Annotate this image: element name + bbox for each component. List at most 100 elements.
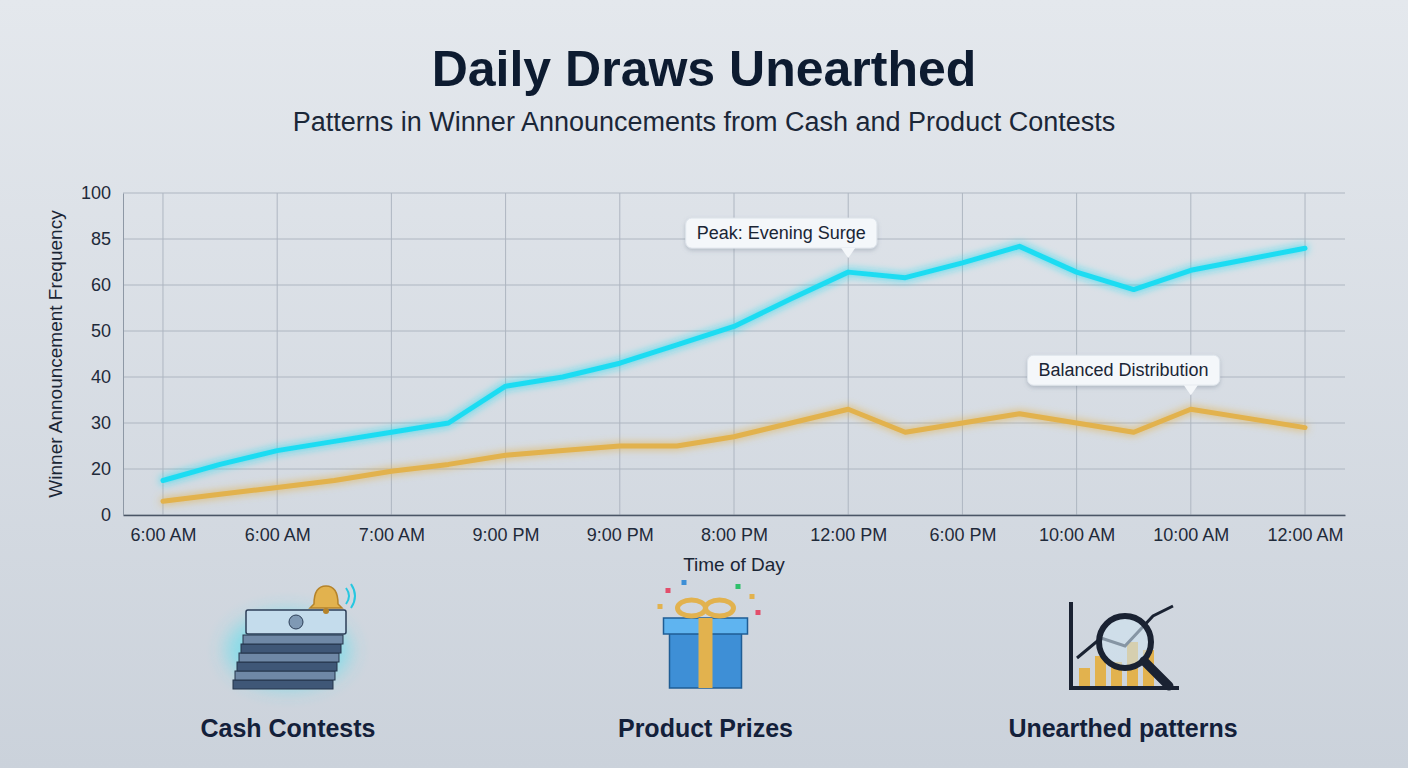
icon-bell — [310, 586, 342, 608]
y-tick: 20 — [91, 459, 123, 479]
y-tick-label: 0 — [101, 505, 111, 525]
icon-confetti — [682, 580, 687, 585]
grid-line-x — [619, 193, 620, 515]
grid-line-x — [277, 193, 278, 515]
y-tick-label: 85 — [91, 229, 111, 249]
y-axis-line — [123, 194, 124, 516]
x-tick-label: 7:00 AM — [359, 525, 425, 545]
annotations: Peak: Evening Surge Balanced Distribution — [686, 218, 1220, 395]
x-tick: 9:00 PM — [587, 515, 654, 545]
grid-line-x — [162, 193, 163, 515]
callout-label: Peak: Evening Surge — [697, 223, 866, 243]
series-line — [163, 246, 1305, 480]
y-tick: 40 — [91, 367, 123, 387]
y-tick: 60 — [91, 275, 123, 295]
callout: Peak: Evening Surge — [686, 218, 877, 258]
grid-line-x — [1190, 193, 1191, 515]
x-tick: 7:00 AM — [359, 515, 425, 545]
callout-pointer — [1184, 385, 1198, 395]
legend: Cash Contests Product Prizes Unearthed pat… — [200, 580, 1237, 742]
icon-bill — [243, 635, 343, 644]
legend-item — [658, 580, 761, 688]
legend-item — [226, 584, 355, 689]
icon-bill — [239, 653, 339, 662]
icon-bill — [233, 680, 333, 689]
icon-bill-top — [246, 610, 346, 634]
grid-line-x — [391, 193, 392, 515]
icon-bill-seal — [289, 615, 303, 629]
y-tick-label: 60 — [91, 275, 111, 295]
x-tick: 12:00 PM — [810, 515, 887, 545]
icon-confetti — [750, 594, 755, 599]
y-tick: 85 — [91, 229, 123, 249]
x-tick: 9:00 PM — [473, 515, 540, 545]
x-tick: 8:00 PM — [701, 515, 768, 545]
x-axis-line — [124, 515, 1346, 517]
x-tick-label: 8:00 PM — [701, 525, 768, 545]
grid — [123, 193, 1345, 515]
y-tick: 0 — [101, 505, 123, 525]
grid-line-x — [962, 193, 963, 515]
icon-confetti — [666, 588, 671, 593]
series-line — [163, 409, 1305, 501]
x-tick-label: 6:00 AM — [130, 525, 196, 545]
icon-confetti — [736, 584, 741, 589]
icon-bow — [706, 600, 734, 616]
x-tick-label: 6:00 PM — [929, 525, 996, 545]
y-tick: 50 — [91, 321, 123, 341]
icon-confetti — [658, 604, 663, 609]
chart-subtitle: Patterns in Winner Announcements from Ca… — [293, 107, 1115, 137]
y-tick-label: 100 — [81, 183, 111, 203]
x-tick-label: 12:00 AM — [1267, 525, 1343, 545]
plot-area — [163, 246, 1305, 501]
icon-bar — [1079, 668, 1090, 686]
x-tick: 12:00 AM — [1267, 515, 1343, 545]
icon-bill — [235, 671, 335, 680]
x-tick: 6:00 AM — [245, 515, 311, 545]
icon-bill — [241, 644, 341, 653]
y-tick-label: 50 — [91, 321, 111, 341]
x-tick: 10:00 AM — [1039, 515, 1115, 545]
x-tick-label: 12:00 PM — [810, 525, 887, 545]
y-tick-label: 30 — [91, 413, 111, 433]
grid-line-x — [1305, 193, 1306, 515]
y-tick-label: 40 — [91, 367, 111, 387]
chart-title: Daily Draws Unearthed — [432, 41, 977, 97]
x-tick-label: 6:00 AM — [245, 525, 311, 545]
y-tick: 30 — [91, 413, 123, 433]
legend-label: Unearthed patterns — [1008, 714, 1237, 742]
y-tick: 100 — [81, 183, 123, 203]
y-tick-label: 20 — [91, 459, 111, 479]
y-axis-title: Winner Announcement Frequency — [45, 210, 66, 498]
icon-ribbon — [699, 618, 713, 688]
icon-confetti — [756, 610, 761, 615]
y-axis: 0 20 30 40 50 60 85 100 — [81, 183, 124, 525]
icon-bow — [678, 600, 706, 616]
x-axis-title: Time of Day — [683, 554, 785, 575]
callout-label: Balanced Distribution — [1039, 360, 1209, 380]
legend-label: Product Prizes — [618, 714, 793, 742]
x-tick-label: 9:00 PM — [473, 525, 540, 545]
legend-label: Cash Contests — [200, 714, 375, 742]
x-tick-label: 9:00 PM — [587, 525, 654, 545]
callout: Balanced Distribution — [1028, 355, 1220, 395]
icon-bell-clapper — [323, 608, 329, 614]
icon-handle — [1144, 661, 1169, 686]
icon-axes — [1071, 602, 1179, 688]
background — [0, 0, 1408, 768]
icon-bill — [237, 662, 337, 671]
x-tick-label: 10:00 AM — [1153, 525, 1229, 545]
icon-bell-waves — [346, 584, 355, 608]
x-tick: 10:00 AM — [1153, 515, 1229, 545]
legend-item — [1071, 602, 1179, 688]
callout-box — [686, 218, 877, 248]
x-axis: 6:00 AM 6:00 AM 7:00 AM 9:00 PM 9:00 PM 8:00 … — [124, 515, 1346, 545]
x-tick-label: 10:00 AM — [1039, 525, 1115, 545]
grid-line-x — [1076, 193, 1077, 515]
callout-box — [1028, 355, 1220, 385]
grid-line-x — [505, 193, 506, 515]
callout-pointer — [841, 248, 855, 258]
chart-canvas: Daily Draws Unearthed Patterns in Winner … — [0, 0, 1408, 768]
x-tick: 6:00 AM — [130, 515, 196, 545]
x-tick: 6:00 PM — [929, 515, 996, 545]
